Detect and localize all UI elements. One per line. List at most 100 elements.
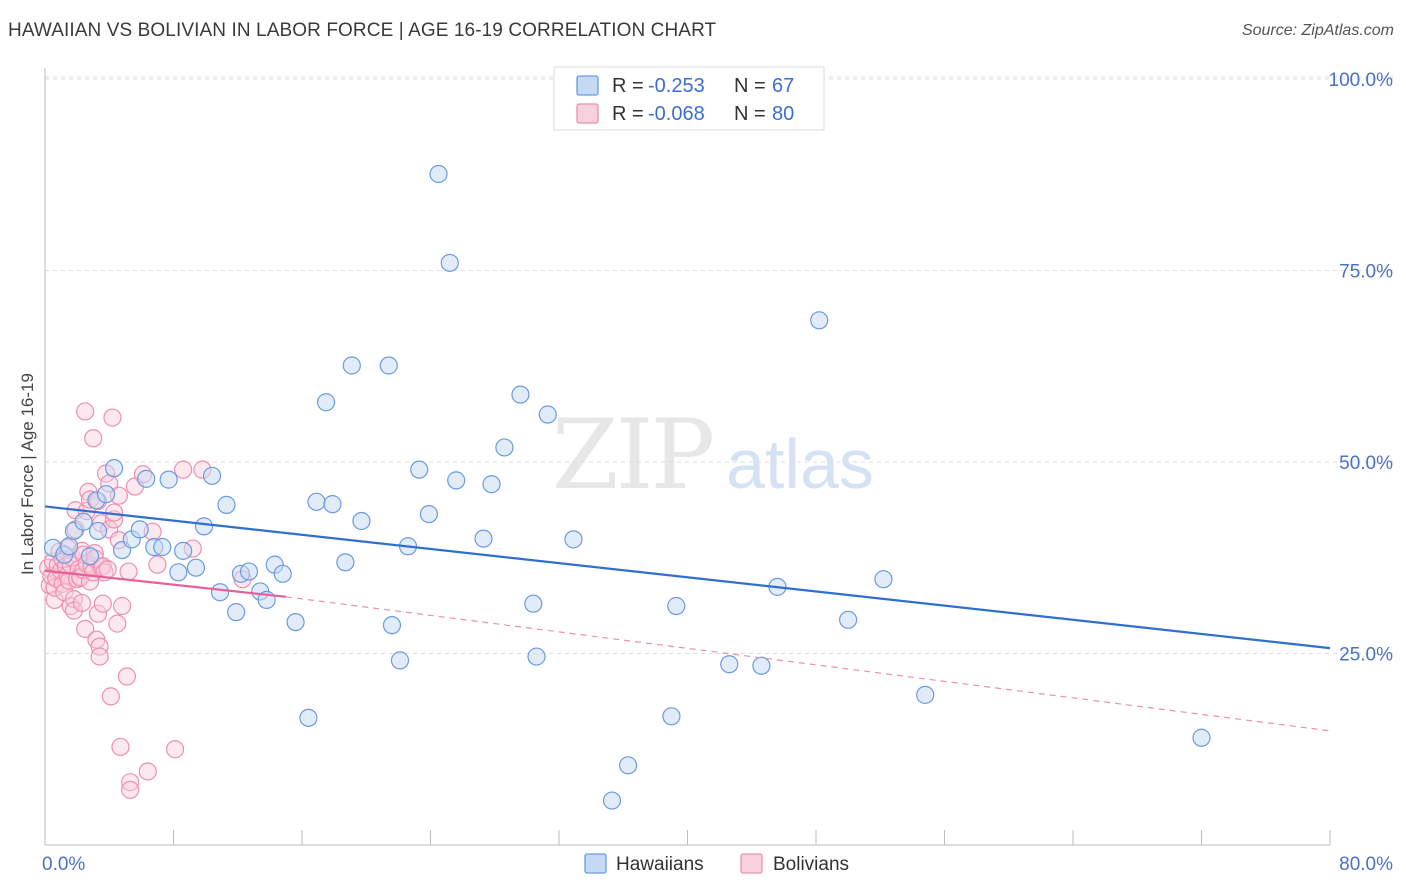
correlation-legend: R = -0.253 N = 67 R = -0.068 N = 80 — [553, 66, 825, 131]
hawaiian-point-34 — [316, 393, 336, 412]
watermark-zip: ZIP — [552, 399, 713, 511]
bolivian-point-65 — [111, 737, 130, 757]
bolivian-point-69 — [121, 773, 140, 792]
hawaiian-point-44 — [419, 504, 438, 524]
hawaiian-point-39 — [379, 356, 398, 375]
hawaiian-point-31 — [286, 612, 305, 632]
hawaiians-trend-line — [44, 505, 1331, 650]
legend-n-value-hawaiians: 67 — [772, 75, 794, 97]
bolivian-point-66 — [112, 596, 132, 616]
bolivian-point-70 — [121, 780, 140, 799]
chart-source: Source: ZipAtlas.com — [1241, 22, 1394, 39]
hawaiian-point-53 — [527, 647, 546, 666]
hawaiian-point-32 — [299, 708, 318, 727]
hawaiian-point-61 — [752, 656, 771, 675]
hawaiian-point-43 — [410, 460, 429, 479]
y-tick-label-2: 75.0% — [1339, 262, 1393, 283]
hawaiian-point-7 — [88, 521, 108, 541]
hawaiian-point-49 — [482, 475, 501, 494]
bolivian-point-75 — [148, 555, 167, 574]
hawaiian-point-20 — [194, 517, 214, 536]
bolivian-point-73 — [138, 762, 157, 781]
hawaiian-point-59 — [667, 596, 686, 616]
hawaiians-points — [43, 164, 1211, 810]
bolivian-point-47 — [90, 637, 109, 656]
legend-n-value-bolivians: 80 — [772, 103, 794, 125]
series-legend-swatch-hawaiians — [584, 853, 607, 874]
hawaiian-point-9 — [104, 459, 124, 478]
bolivian-point-62 — [108, 614, 127, 633]
hawaiian-point-8 — [96, 485, 116, 504]
axes — [44, 68, 1331, 846]
bolivian-point-52 — [93, 594, 112, 613]
hawaiian-point-36 — [336, 553, 355, 572]
hawaiian-point-5 — [80, 547, 100, 566]
watermark-atlas: atlas — [726, 425, 874, 503]
hawaiian-point-22 — [210, 583, 230, 602]
hawaiian-point-45 — [429, 164, 448, 184]
hawaiian-point-41 — [390, 651, 410, 670]
hawaiian-point-51 — [511, 385, 530, 404]
legend-n-label-bolivians: N = — [734, 103, 766, 125]
bolivian-point-76 — [166, 740, 185, 759]
bolivian-point-29 — [72, 593, 92, 613]
bolivian-point-40 — [84, 429, 103, 448]
hawaiian-point-13 — [137, 469, 156, 488]
hawaiian-point-65 — [874, 570, 893, 589]
bolivian-point-59 — [103, 408, 122, 427]
hawaiian-point-23 — [217, 495, 236, 514]
bolivian-point-46 — [88, 604, 108, 623]
chart-title: HAWAIIAN VS BOLIVIAN IN LABOR FORCE | AG… — [8, 20, 717, 41]
bolivian-point-67 — [117, 667, 137, 686]
hawaiian-point-55 — [564, 530, 583, 549]
legend-r-label-hawaiians: R = — [612, 75, 644, 97]
hawaiian-point-47 — [447, 471, 466, 490]
bolivian-point-58 — [101, 687, 120, 706]
legend-r-value-bolivians: -0.068 — [648, 103, 705, 125]
hawaiian-point-48 — [474, 529, 493, 548]
hawaiian-point-19 — [186, 558, 206, 577]
y-tick-label-0: 25.0% — [1339, 645, 1393, 666]
hawaiian-point-46 — [440, 253, 459, 272]
hawaiian-point-60 — [720, 655, 739, 674]
hawaiian-point-54 — [538, 405, 557, 424]
hawaiian-point-21 — [202, 466, 222, 485]
hawaiian-point-50 — [495, 438, 514, 457]
hawaiian-point-56 — [602, 791, 622, 810]
tick-labels: 25.0% 50.0% 75.0% 100.0% 0.0% 80.0% — [42, 70, 1393, 875]
hawaiian-point-4 — [74, 512, 93, 531]
y-tick-label-3: 100.0% — [1329, 70, 1394, 91]
bolivian-point-77 — [174, 460, 193, 479]
bolivian-point-55 — [98, 560, 117, 579]
hawaiian-point-24 — [227, 603, 246, 622]
bolivians-trend-line — [44, 569, 287, 598]
hawaiian-point-30 — [273, 564, 292, 583]
legend-r-label-bolivians: R = — [612, 103, 644, 125]
x-tick-label-0: 0.0% — [42, 854, 85, 875]
legend-n-label-hawaiians: N = — [734, 75, 766, 97]
hawaiian-point-52 — [524, 594, 543, 613]
series-legend-label-hawaiians: Hawaiians — [616, 854, 704, 875]
hawaiian-point-2 — [59, 537, 79, 556]
bolivian-point-68 — [119, 562, 138, 581]
hawaiian-point-35 — [323, 495, 342, 514]
legend-swatch-bolivians — [576, 103, 599, 124]
watermark: ZIP atlas — [552, 399, 874, 511]
hawaiian-point-33 — [307, 492, 326, 511]
hawaiian-point-66 — [916, 685, 935, 704]
hawaiian-point-37 — [342, 356, 361, 375]
hawaiian-point-18 — [174, 541, 193, 560]
hawaiian-point-58 — [662, 707, 681, 726]
bolivian-point-33 — [76, 402, 95, 421]
legend-r-value-hawaiians: -0.253 — [648, 75, 705, 97]
bolivians-trend-extension — [285, 596, 1331, 732]
series-legend: Hawaiians Bolivians — [584, 853, 849, 875]
trend-lines — [44, 505, 1331, 732]
hawaiian-point-40 — [382, 616, 402, 635]
bolivian-point-32 — [76, 619, 95, 639]
hawaiian-point-64 — [839, 610, 858, 629]
hawaiian-point-63 — [810, 311, 829, 330]
bolivian-point-48 — [90, 647, 109, 666]
hawaiian-point-17 — [169, 563, 188, 582]
